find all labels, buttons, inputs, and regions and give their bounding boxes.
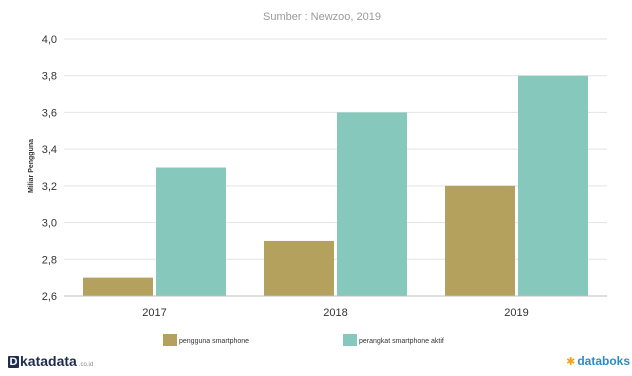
- y-tick-label: 3,8: [42, 71, 57, 83]
- legend: pengguna smartphone perangkat smartphone …: [163, 334, 444, 346]
- y-axis-ticks: 2,6 2,8 3,0 3,2 3,4 3,6 3,8 4,0: [42, 34, 57, 303]
- x-axis-ticks: 2017 2018 2019: [142, 307, 528, 319]
- bar-2019-perangkat: [518, 75, 588, 296]
- y-tick-label: 3,4: [42, 144, 57, 156]
- bar-2017-pengguna: [83, 277, 153, 296]
- databoks-logo: ✱ databoks: [566, 354, 630, 368]
- katadata-logo-suffix: .co.id: [78, 362, 94, 368]
- y-tick-label: 3,0: [42, 218, 57, 230]
- katadata-logo-text: katadata: [20, 353, 77, 369]
- legend-label: perangkat smartphone aktif: [359, 338, 444, 345]
- legend-swatch: [163, 334, 177, 346]
- x-tick-label: 2019: [504, 307, 528, 319]
- bar-2019-pengguna: [445, 185, 515, 296]
- chart-subtitle: Sumber : Newzoo, 2019: [263, 11, 381, 23]
- y-tick-label: 3,2: [42, 181, 57, 193]
- databoks-logo-text: databoks: [577, 354, 630, 368]
- katadata-logo-mark: D: [8, 356, 19, 368]
- bar-2018-pengguna: [264, 240, 334, 296]
- x-tick-label: 2018: [323, 307, 347, 319]
- y-axis-label: Miliar Pengguna: [28, 139, 35, 193]
- x-tick-label: 2017: [142, 307, 166, 319]
- bar-2018-perangkat: [337, 112, 407, 296]
- legend-label: pengguna smartphone: [179, 338, 249, 345]
- y-tick-label: 4,0: [42, 34, 57, 46]
- bar-2017-perangkat: [156, 167, 226, 296]
- bars: [83, 75, 588, 296]
- legend-swatch: [343, 334, 357, 346]
- y-tick-label: 2,8: [42, 254, 57, 266]
- y-tick-label: 3,6: [42, 107, 57, 119]
- databoks-spark-icon: ✱: [566, 356, 576, 368]
- gridlines: [64, 38, 607, 260]
- y-tick-label: 2,6: [42, 291, 57, 303]
